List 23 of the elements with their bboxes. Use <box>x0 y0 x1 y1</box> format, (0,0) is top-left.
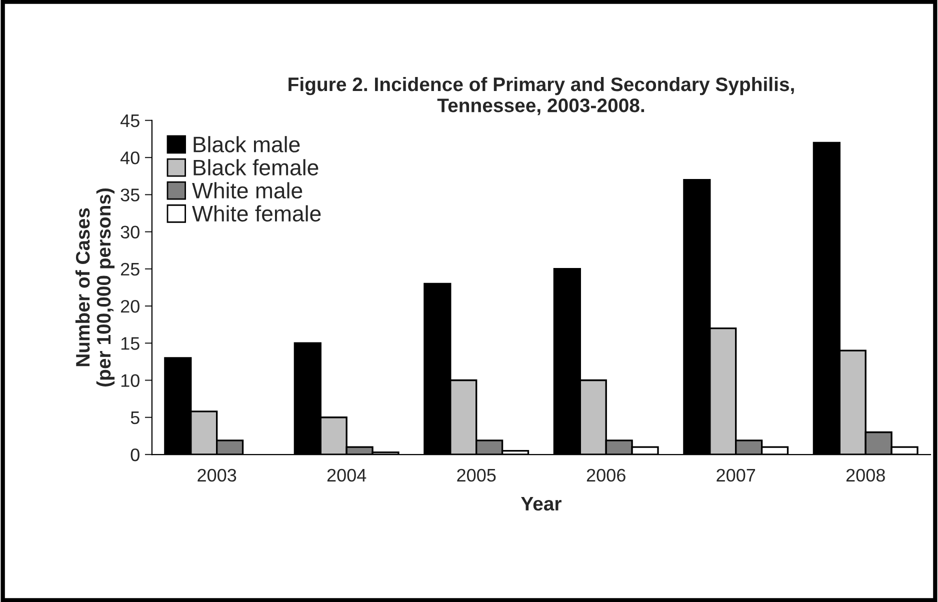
legend-label: White female <box>192 205 321 222</box>
legend-label: Black female <box>194 159 318 176</box>
x-tick-label: 2003 <box>198 468 236 482</box>
y-tick-label: 30 <box>120 226 140 238</box>
legend-label: Black male <box>194 136 300 152</box>
x-tick-label: 2007 <box>716 468 756 482</box>
chart-title: Figure 2. Incidence of Primary and Secondary Syphilis, Tennessee, 2003-2008. <box>288 76 794 116</box>
y-tick-label: 20 <box>120 300 140 313</box>
x-tick-label: 2008 <box>846 468 885 482</box>
legend-label: White male <box>192 182 302 199</box>
y-tick-label: 0 <box>130 448 140 462</box>
y-axis-title: Number of Cases (per 100,000 persons) <box>75 188 115 386</box>
y-tick-label: 45 <box>120 114 140 128</box>
x-tick-label: 2004 <box>327 468 366 482</box>
x-tick-label: 2005 <box>457 468 496 482</box>
y-tick-label: 25 <box>120 262 140 276</box>
y-tick-label: 10 <box>121 374 140 387</box>
y-tick-label: 5 <box>130 412 140 424</box>
x-axis-title: Year <box>521 497 562 511</box>
y-tick-label: 35 <box>120 188 140 202</box>
y-tick-label: 40 <box>120 151 140 164</box>
x-tick-label: 2006 <box>586 468 626 482</box>
y-tick-label: 15 <box>121 337 140 350</box>
